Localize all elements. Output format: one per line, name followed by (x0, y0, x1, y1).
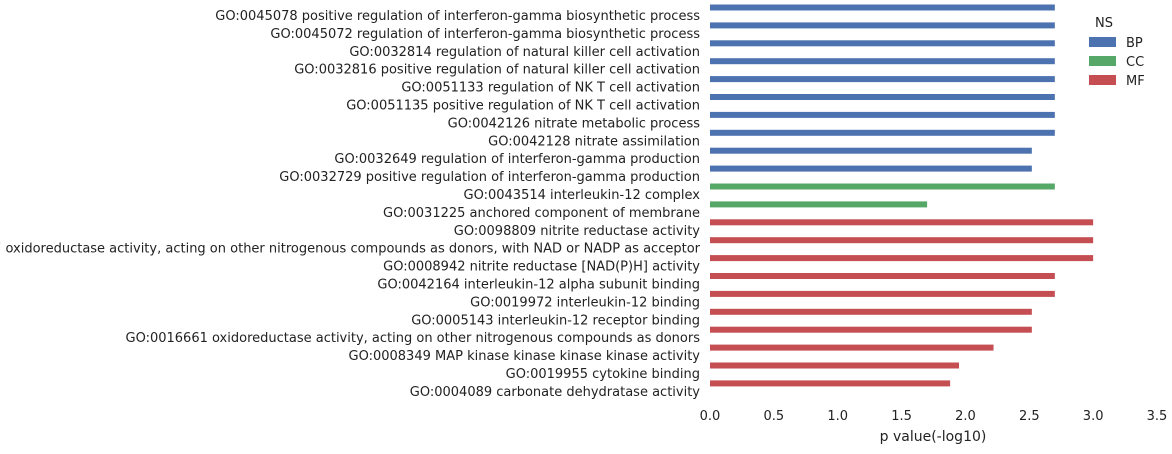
bar-mf-17 (710, 308, 1032, 315)
y-tick-label: GO:0008349 MAP kinase kinase kinase kina… (349, 349, 701, 364)
legend-label-cc: CC (1126, 55, 1144, 70)
y-tick-label: GO:0032729 positive regulation of interf… (279, 170, 700, 185)
x-tick-label: 3.5 (1147, 409, 1168, 424)
x-axis-label: p value(-log10) (880, 429, 987, 445)
x-tick-label: 3.0 (1083, 409, 1104, 424)
x-tick-label: 0.5 (764, 409, 785, 424)
y-tick-labels: GO:0045078 positive regulation of interf… (0, 9, 701, 400)
y-tick-label: GO:0019972 interleukin-12 binding (470, 295, 700, 310)
y-tick-label: GO:0045078 positive regulation of interf… (215, 9, 700, 24)
bar-bp-4 (710, 76, 1055, 83)
legend-swatch-bp (1089, 37, 1116, 47)
y-tick-label: GO:0042164 interleukin-12 alpha subunit … (377, 278, 700, 293)
bar-bp-5 (710, 94, 1055, 100)
bar-mf-20 (710, 362, 960, 369)
y-tick-label: GO:0032814 regulation of natural killer … (349, 45, 700, 60)
bar-mf-16 (710, 290, 1055, 297)
y-tick-label: GO:0051133 regulation of NK T cell activ… (401, 81, 700, 96)
y-tick-label: GO:0016661 oxidoreductase activity, acti… (126, 331, 701, 346)
legend: NS BP CC MF (1089, 16, 1145, 89)
bar-mf-15 (710, 273, 1055, 279)
legend-swatch-mf (1089, 75, 1116, 85)
bar-mf-14 (710, 255, 1094, 262)
y-tick-label: GO:0046857 oxidoreductase activity, acti… (0, 242, 701, 257)
y-tick-label: GO:0042128 nitrate assimilation (488, 134, 700, 149)
legend-label-mf: MF (1126, 74, 1145, 89)
x-tick-labels: 0.0 0.5 1.0 1.5 2.0 2.5 3.0 3.5 (700, 409, 1168, 424)
bar-cc-11 (710, 201, 928, 208)
bar-bp-8 (710, 147, 1032, 154)
x-tick-label: 1.0 (827, 409, 848, 424)
y-tick-label: GO:0005143 interleukin-12 receptor bindi… (411, 313, 700, 328)
y-tick-label: GO:0051135 positive regulation of NK T c… (346, 99, 700, 114)
x-tick-label: 2.5 (1019, 409, 1040, 424)
y-tick-label: GO:0043514 interleukin-12 complex (464, 188, 701, 203)
y-tick-label: GO:0045072 regulation of interferon-gamm… (270, 27, 700, 42)
bar-bp-1 (710, 22, 1055, 29)
y-tick-label: GO:0031225 anchored component of membran… (383, 206, 700, 221)
bar-bp-2 (710, 40, 1055, 47)
bar-bp-7 (710, 129, 1055, 136)
y-tick-label: GO:0008942 nitrite reductase [NAD(P)H] a… (383, 260, 700, 275)
x-tick-label: 0.0 (700, 409, 721, 424)
bar-bp-6 (710, 111, 1055, 118)
bar-bp-9 (710, 165, 1032, 172)
y-tick-label: GO:0098809 nitrite reductase activity (454, 224, 701, 239)
y-tick-label: GO:0042126 nitrate metabolic process (448, 116, 701, 131)
bar-mf-13 (710, 237, 1094, 244)
y-tick-label: GO:0032816 positive regulation of natura… (294, 63, 700, 78)
bar-mf-19 (710, 344, 994, 351)
bar-mf-12 (710, 219, 1094, 226)
bar-bp-0 (710, 4, 1055, 11)
bar-cc-10 (710, 183, 1055, 190)
bars-layer (710, 4, 1094, 387)
bar-mf-21 (710, 380, 951, 387)
y-tick-label: GO:0019955 cytokine binding (506, 367, 700, 382)
bar-mf-18 (710, 326, 1032, 333)
y-tick-label: GO:0004089 carbonate dehydratase activit… (410, 385, 701, 400)
legend-label-bp: BP (1126, 36, 1143, 51)
y-tick-label: GO:0032649 regulation of interferon-gamm… (334, 152, 700, 167)
legend-title: NS (1095, 16, 1113, 31)
legend-swatch-cc (1089, 56, 1116, 66)
x-tick-label: 2.0 (955, 409, 976, 424)
x-tick-label: 1.5 (891, 409, 912, 424)
bar-bp-3 (710, 58, 1055, 65)
